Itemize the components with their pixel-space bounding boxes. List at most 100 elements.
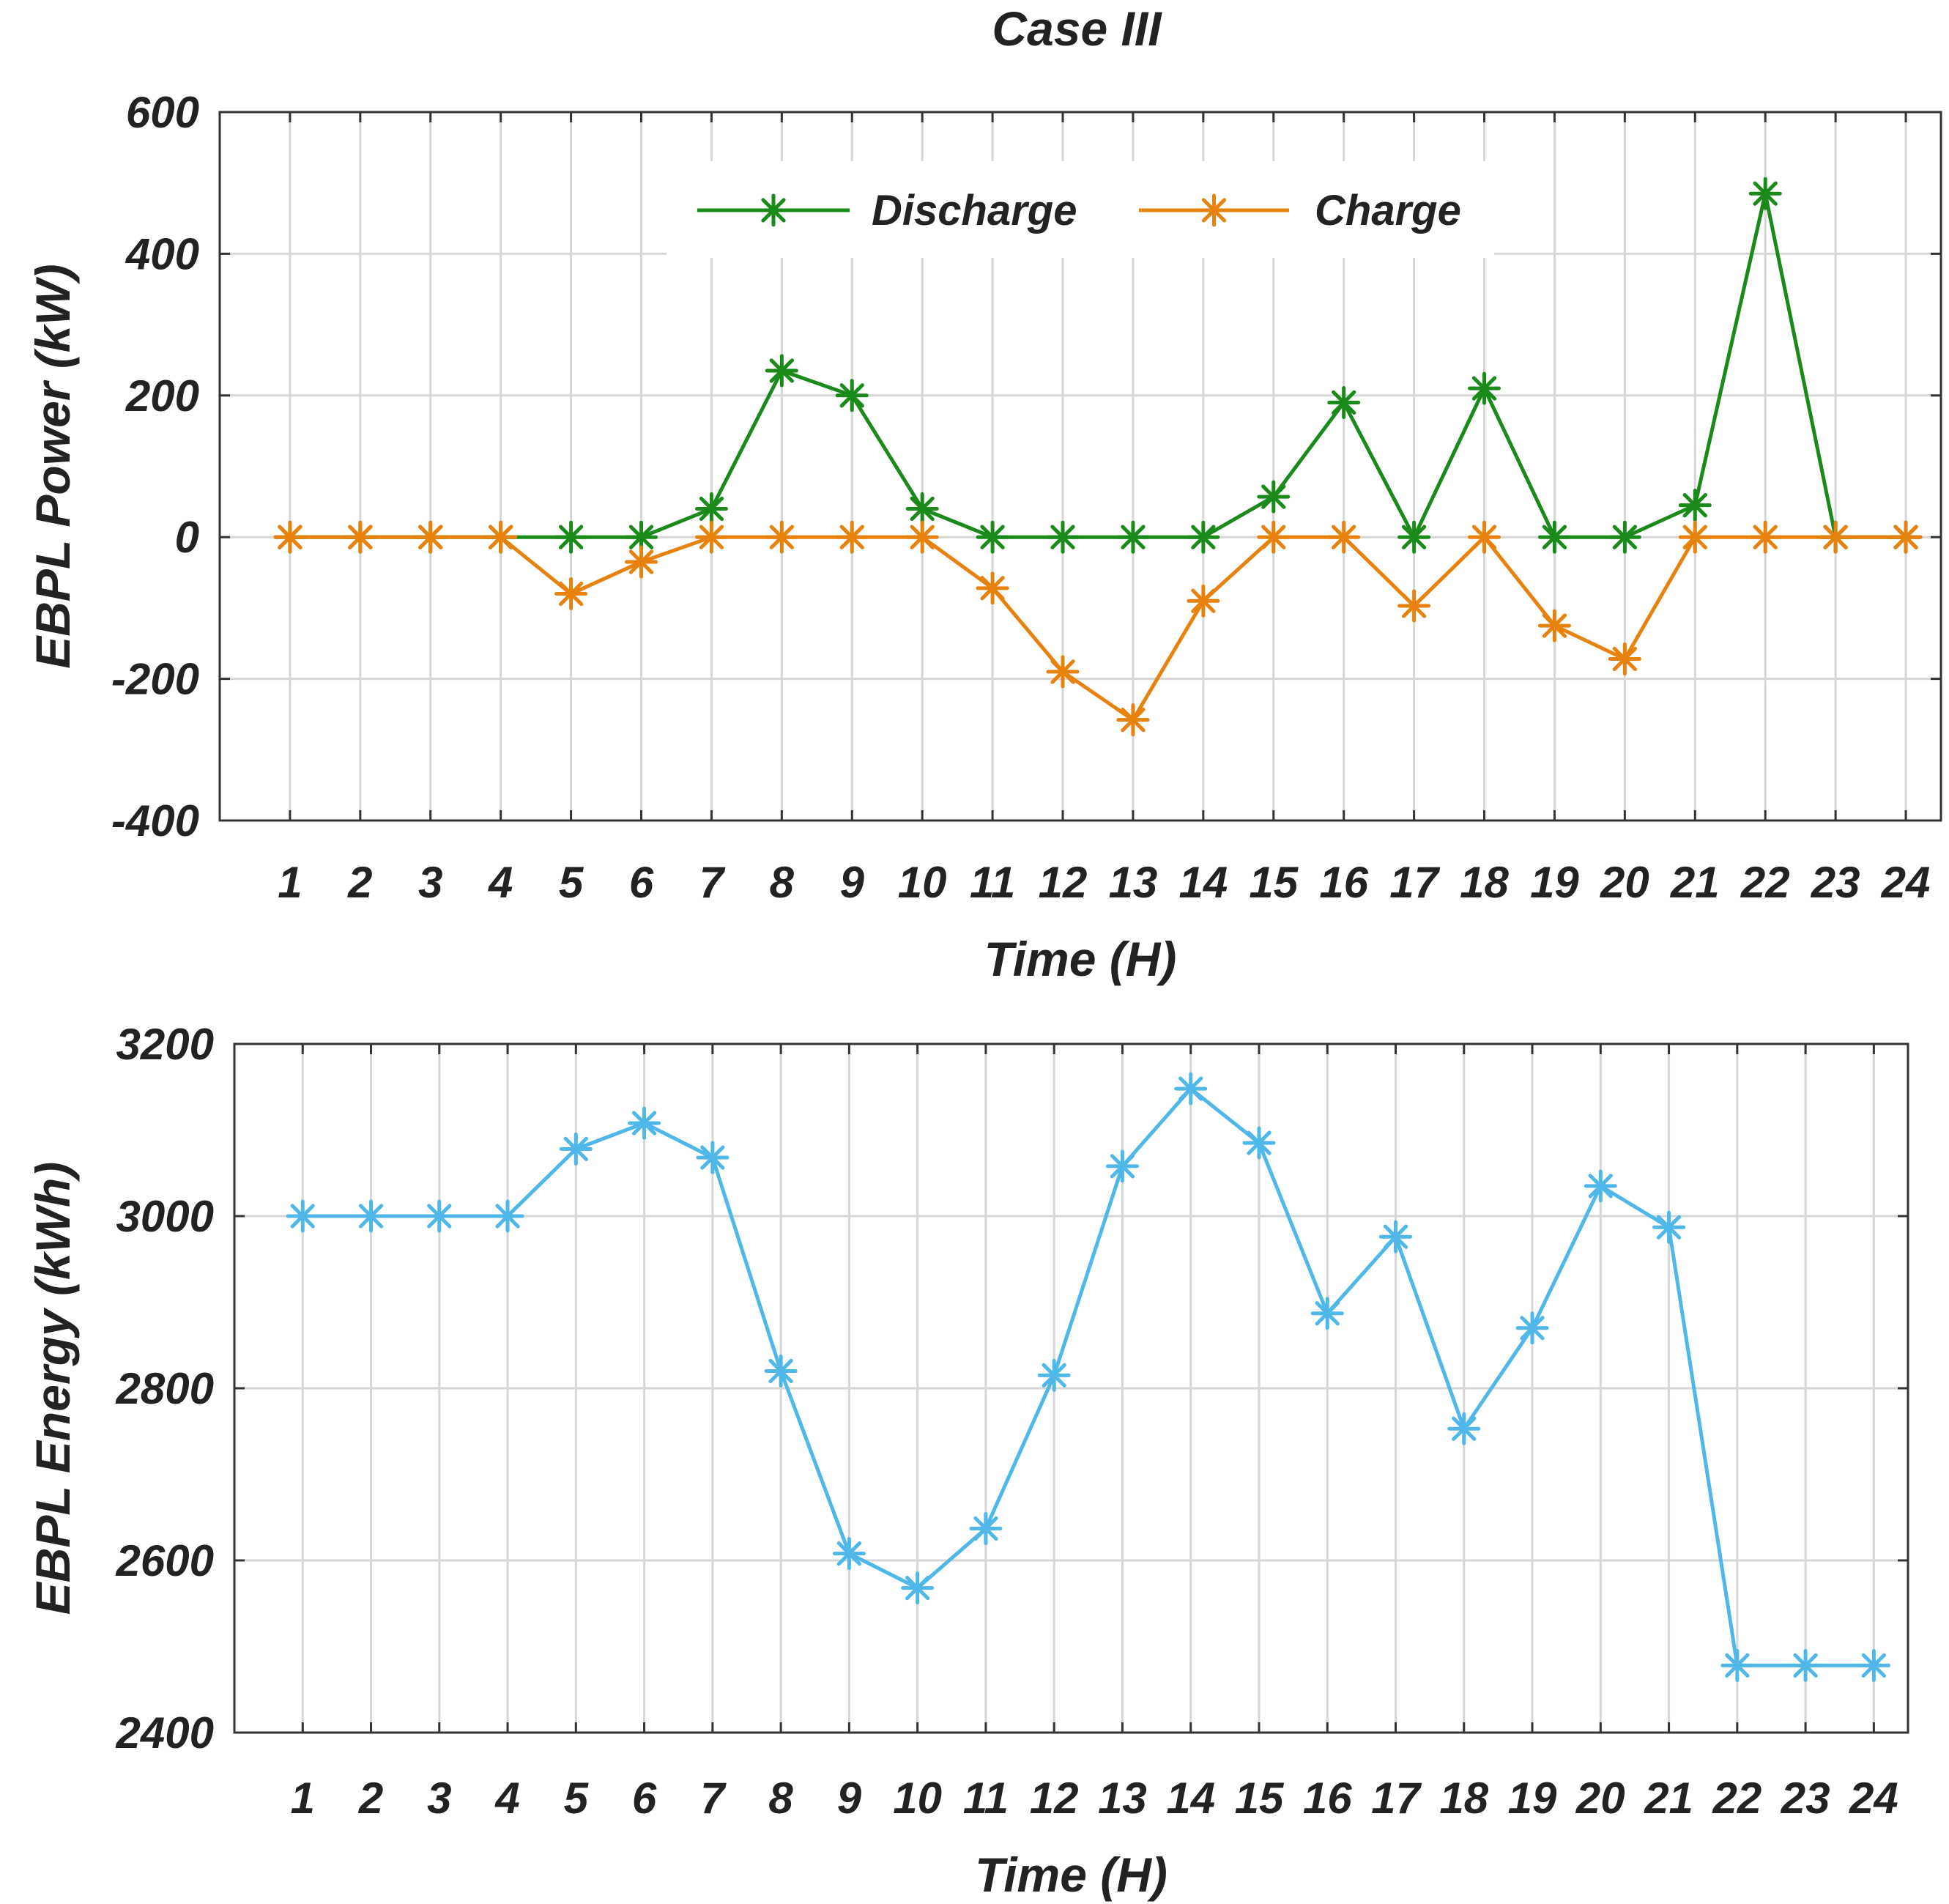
power-ytick-label: -400 [111, 796, 199, 845]
charge-point [1257, 520, 1291, 554]
charge-point [1187, 584, 1220, 618]
charge-point [976, 571, 1009, 605]
energy-point [901, 1571, 935, 1605]
energy-xtick-label: 2 [358, 1774, 383, 1823]
power-xtick-label: 10 [898, 858, 947, 907]
legend-charge-marker [1198, 193, 1230, 227]
power-xtick-label: 18 [1460, 858, 1509, 907]
energy-xtick-label: 16 [1303, 1774, 1352, 1823]
discharge-point [625, 520, 658, 554]
power-xtick-label: 23 [1811, 858, 1860, 907]
power-xtick-label: 2 [347, 858, 372, 907]
energy-xtick-label: 9 [837, 1774, 862, 1823]
energy-point [491, 1199, 524, 1233]
energy-point [696, 1141, 730, 1174]
energy-point [969, 1512, 1003, 1546]
power-chart: 1 2 3 4 5 6 7 8 9 10 11 12 13 14 15 16 17 18 19 20 21 22 23 24-… [26, 88, 1942, 986]
legend-charge-label: Charge [1315, 187, 1461, 234]
energy-xtick-label: 19 [1508, 1774, 1557, 1823]
power-xtick-label: 22 [1740, 858, 1790, 907]
power-xtick-label: 11 [970, 858, 1015, 907]
energy-ytick-label: 2600 [116, 1536, 214, 1585]
energy-ticks: 1 2 3 4 5 6 7 8 9 10 11 12 13 14 15 16 17 18 19 20 21 22 23 242… [116, 1020, 1908, 1823]
energy-point [423, 1199, 456, 1233]
energy-xtick-label: 24 [1849, 1774, 1898, 1823]
energy-ytick-label: 2800 [116, 1364, 214, 1413]
energy-series [286, 1072, 1890, 1682]
energy-point [1857, 1648, 1890, 1682]
discharge-point [1608, 520, 1641, 554]
power-legend: Discharge Charge [667, 161, 1494, 258]
energy-xtick-label: 7 [700, 1774, 727, 1823]
power-xtick-label: 16 [1319, 858, 1368, 907]
power-xtick-label: 20 [1600, 858, 1649, 907]
discharge-point [905, 492, 939, 526]
charge-point [1608, 642, 1641, 676]
energy-xtick-label: 23 [1781, 1774, 1830, 1823]
power-xtick-label: 6 [629, 858, 654, 907]
energy-xtick-label: 14 [1166, 1774, 1215, 1823]
charge-point [625, 545, 658, 579]
charge-point [1468, 520, 1501, 554]
power-xtick-label: 13 [1109, 858, 1158, 907]
charge-point [905, 520, 939, 554]
discharge-point [1187, 520, 1220, 554]
discharge-point [1537, 520, 1571, 554]
charge-line [289, 535, 1907, 722]
energy-point [1105, 1149, 1139, 1183]
energy-point [1242, 1126, 1276, 1160]
energy-xtick-label: 6 [632, 1774, 657, 1823]
energy-grid [234, 1042, 1908, 1734]
power-xtick-label: 4 [488, 858, 513, 907]
energy-x-axis-label: Time (H) [975, 1848, 1167, 1902]
power-xtick-label: 8 [770, 858, 795, 907]
charge-point [344, 520, 377, 554]
power-ticks: 1 2 3 4 5 6 7 8 9 10 11 12 13 14 15 16 17 18 19 20 21 22 23 24-… [111, 88, 1941, 907]
discharge-point [1116, 520, 1150, 554]
energy-point [354, 1199, 388, 1233]
discharge-point [694, 492, 728, 526]
power-xtick-label: 5 [559, 858, 584, 907]
power-xtick-label: 21 [1670, 858, 1720, 907]
energy-xtick-label: 11 [963, 1774, 1009, 1823]
charge-point [414, 520, 448, 554]
figure-title: Case III [992, 1, 1162, 56]
energy-ytick-label: 3000 [116, 1192, 214, 1241]
energy-xtick-label: 10 [893, 1774, 942, 1823]
energy-point [1720, 1648, 1754, 1682]
energy-xtick-label: 3 [427, 1774, 451, 1823]
energy-xtick-label: 22 [1712, 1774, 1761, 1823]
discharge-point [1748, 177, 1782, 210]
power-ytick-label: 200 [125, 371, 199, 421]
energy-point [832, 1537, 866, 1571]
energy-point [1652, 1210, 1686, 1244]
power-xtick-label: 12 [1039, 858, 1088, 907]
charge-point [273, 520, 307, 554]
power-x-axis-label: Time (H) [984, 932, 1177, 986]
discharge-point [835, 379, 869, 412]
energy-xtick-label: 4 [494, 1774, 519, 1823]
discharge-point [1046, 520, 1080, 554]
charge-point [1046, 655, 1080, 689]
power-xtick-label: 1 [278, 858, 302, 907]
charge-point [554, 577, 588, 611]
power-xtick-label: 7 [699, 858, 726, 907]
charge-point [484, 520, 518, 554]
power-xtick-label: 9 [840, 858, 865, 907]
discharge-point [1327, 385, 1361, 419]
energy-point [1789, 1648, 1822, 1682]
charge-point [1537, 609, 1571, 642]
charge-point [765, 520, 798, 554]
energy-point [1515, 1311, 1549, 1345]
energy-ytick-label: 3200 [116, 1020, 214, 1069]
energy-xtick-label: 18 [1439, 1774, 1488, 1823]
power-ytick-label: 0 [175, 513, 199, 562]
energy-point [286, 1199, 319, 1233]
energy-point [1584, 1169, 1617, 1203]
discharge-point [765, 354, 798, 388]
discharge-point [1468, 371, 1501, 405]
power-series [273, 177, 1923, 737]
power-plot-frame [218, 111, 1942, 822]
energy-point [1310, 1297, 1344, 1330]
